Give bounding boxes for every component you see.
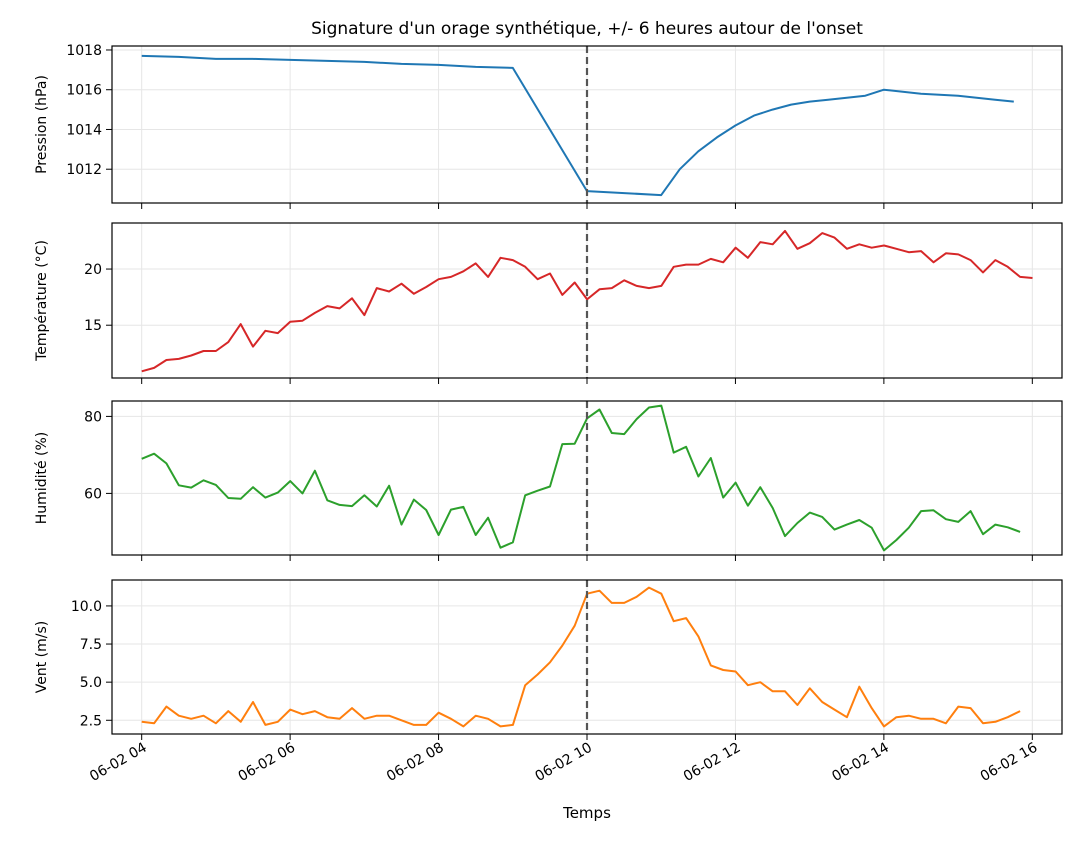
- y-tick-label: 1016: [66, 83, 102, 99]
- panel-1: 1012 1014 1016 1018 Pression (hPa): [34, 43, 1063, 209]
- y-tick-label: 80: [84, 409, 102, 425]
- axes-frame: [111, 400, 1063, 556]
- panel-4: 2.5 5.0 7.5 10.0 Vent (m/s): [34, 579, 1063, 740]
- panel-2: 15 20 Température (°C): [34, 222, 1063, 384]
- y-tick-label: 60: [84, 486, 102, 502]
- y-tick-label: 1014: [66, 122, 102, 138]
- y-axis-label: Pression (hPa): [34, 75, 50, 174]
- y-tick-label: 20: [84, 262, 102, 278]
- y-tick-label: 2.5: [80, 713, 102, 729]
- axes-frame: [111, 579, 1063, 735]
- y-tick-label: 5.0: [80, 675, 102, 691]
- x-tick-label: 06-02 10: [532, 740, 595, 785]
- series-line-panel-1: [141, 54, 1014, 197]
- y-tick-label: 1018: [66, 43, 102, 59]
- x-axis-label: Temps: [562, 804, 611, 822]
- panels-layer: 1012 1014 1016 1018 Pression (hPa) 15 20 Tempér…: [34, 43, 1063, 740]
- x-tick-label: 06-02 12: [681, 740, 744, 785]
- y-tick-label: 10.0: [71, 599, 102, 615]
- panel-3: 60 80 Humidité (%): [34, 400, 1063, 561]
- y-tick-label: 1012: [66, 162, 102, 178]
- y-tick-label: 7.5: [80, 637, 102, 653]
- y-axis-label: Humidité (%): [34, 432, 50, 524]
- axes-frame: [111, 45, 1063, 204]
- chart-title: Signature d'un orage synthétique, +/- 6 …: [311, 19, 863, 39]
- series-line-panel-2: [141, 229, 1033, 373]
- x-tick-label: 06-02 08: [384, 740, 447, 785]
- x-tick-label: 06-02 04: [87, 740, 150, 785]
- axes-frame: [111, 222, 1063, 379]
- x-axis: 06-02 04 06-02 06 06-02 08 06-02 10 06-02 12…: [87, 740, 1040, 785]
- x-tick-label: 06-02 14: [829, 740, 892, 785]
- y-axis-label: Température (°C): [34, 240, 50, 362]
- y-tick-label: 15: [84, 318, 102, 334]
- series-line-panel-4: [141, 586, 1021, 728]
- x-tick-label: 06-02 06: [236, 740, 299, 785]
- x-tick-label: 06-02 16: [978, 740, 1041, 785]
- series-line-panel-3: [141, 404, 1021, 552]
- y-axis-label: Vent (m/s): [34, 621, 50, 694]
